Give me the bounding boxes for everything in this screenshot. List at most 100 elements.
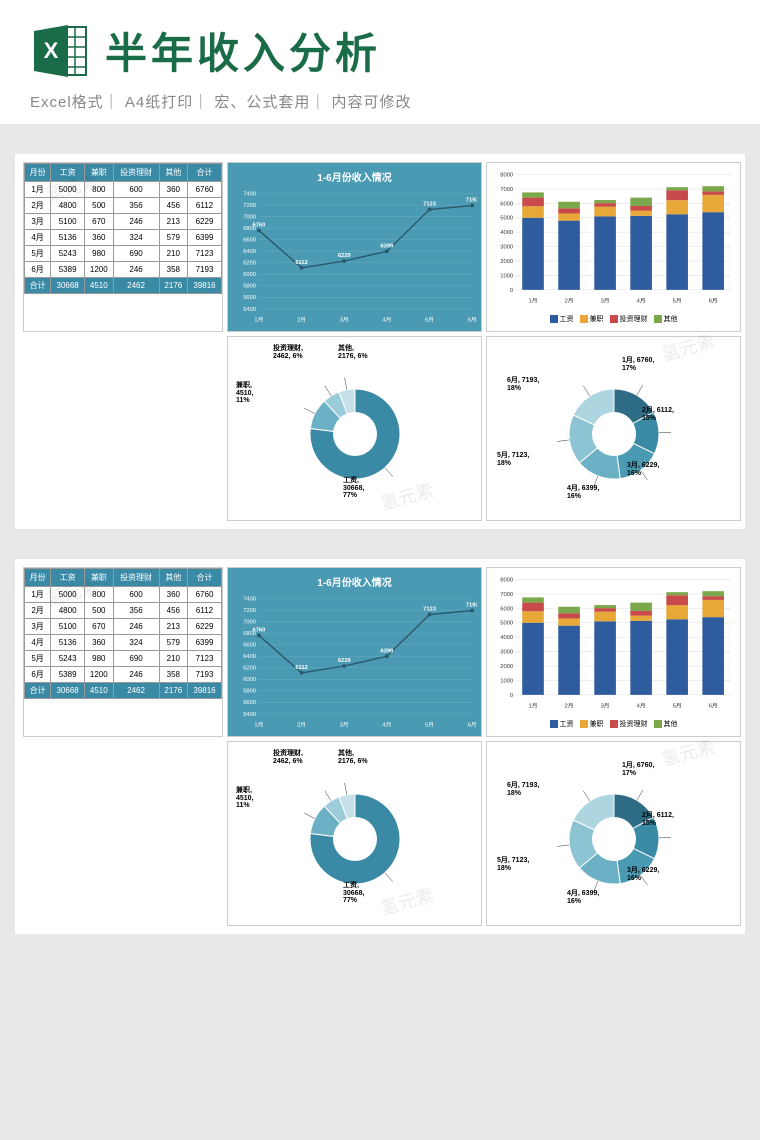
- svg-text:7000: 7000: [243, 620, 256, 626]
- svg-text:6229: 6229: [338, 658, 351, 664]
- svg-text:4000: 4000: [500, 635, 513, 641]
- svg-text:6229: 6229: [338, 253, 351, 259]
- svg-text:5800: 5800: [243, 689, 256, 695]
- donut-month: 1月, 6760, 17%2月, 6112, 15%3月, 6229, 16%4…: [486, 741, 741, 926]
- donut-category: 工资, 30668, 77%兼职, 4510, 11%投资理财, 2462, 6…: [227, 741, 482, 926]
- bar-chart-svg: 0100020003000400050006000700080001月2月3月4…: [491, 167, 736, 307]
- svg-text:7193: 7193: [466, 603, 477, 609]
- svg-text:6月: 6月: [709, 702, 718, 709]
- svg-text:3月: 3月: [601, 702, 610, 709]
- svg-text:0: 0: [510, 693, 513, 699]
- svg-text:6112: 6112: [295, 260, 307, 266]
- svg-text:5月: 5月: [673, 297, 682, 304]
- svg-text:7000: 7000: [243, 215, 256, 221]
- income-table: 月份工资兼职投资理财其他合计1月500080060036067602月48005…: [24, 163, 222, 294]
- svg-text:6112: 6112: [295, 665, 307, 671]
- svg-text:6000: 6000: [243, 677, 256, 683]
- svg-text:2000: 2000: [500, 664, 513, 670]
- donut-mon-svg: [524, 339, 704, 519]
- income-table: 月份工资兼职投资理财其他合计1月500080060036067602月48005…: [24, 568, 222, 699]
- svg-text:5600: 5600: [243, 700, 256, 706]
- donut-month: 1月, 6760, 17%2月, 6112, 15%3月, 6229, 16%4…: [486, 336, 741, 521]
- svg-text:1000: 1000: [500, 273, 513, 279]
- svg-text:4月: 4月: [637, 297, 646, 304]
- svg-text:5月: 5月: [425, 721, 434, 728]
- subtitle: Excel格式｜ A4纸打印｜ 宏、公式套用｜ 内容可修改: [30, 91, 730, 112]
- bar-chart: 0 1000 2000 3000 4000 5000 6000 7000 8000 1月 2月 3月 4…: [486, 567, 741, 737]
- svg-text:7200: 7200: [243, 608, 256, 614]
- svg-text:6月: 6月: [709, 297, 718, 304]
- donut-mon-svg: [524, 744, 704, 924]
- bar-legend: 工资兼职投资理财其他: [491, 719, 736, 729]
- svg-text:4月: 4月: [382, 721, 391, 728]
- svg-text:7193: 7193: [466, 198, 477, 204]
- svg-text:8000: 8000: [500, 577, 513, 583]
- svg-text:6399: 6399: [380, 243, 393, 249]
- svg-text:3月: 3月: [340, 316, 349, 323]
- svg-text:4000: 4000: [500, 230, 513, 236]
- svg-text:5月: 5月: [425, 316, 434, 323]
- svg-text:7123: 7123: [423, 202, 436, 208]
- svg-text:X: X: [44, 38, 59, 63]
- line-chart: 1-6月份收入情况 540056005800600062006400660068…: [227, 567, 482, 737]
- table-cell: 月份工资兼职投资理财其他合计1月500080060036067602月48005…: [23, 162, 223, 332]
- svg-text:6000: 6000: [500, 606, 513, 612]
- bar-chart: 0100020003000400050006000700080001月2月3月4…: [486, 162, 741, 332]
- svg-text:4月: 4月: [637, 702, 646, 709]
- svg-text:6月: 6月: [468, 721, 477, 728]
- bar-legend: 工资兼职投资理财其他: [491, 314, 736, 324]
- page-title: 半年收入分析: [105, 20, 381, 81]
- svg-text:6600: 6600: [243, 643, 256, 649]
- line-chart-svg: 5400560058006000620064006600680070007200…: [232, 591, 477, 731]
- svg-text:2月: 2月: [297, 721, 306, 728]
- svg-text:6760: 6760: [253, 628, 266, 634]
- svg-text:6399: 6399: [380, 648, 393, 654]
- svg-text:8000: 8000: [500, 172, 513, 178]
- svg-text:3000: 3000: [500, 650, 513, 656]
- svg-text:6200: 6200: [243, 666, 256, 672]
- svg-text:2月: 2月: [565, 702, 574, 709]
- excel-icon: X: [30, 21, 90, 81]
- svg-text:6000: 6000: [243, 272, 256, 278]
- svg-text:1月: 1月: [529, 702, 538, 709]
- svg-text:6600: 6600: [243, 238, 256, 244]
- dashboard-2: 月份工资兼职投资理财其他合计1月500080060036067602月48005…: [15, 559, 745, 934]
- svg-text:1月: 1月: [254, 721, 263, 728]
- svg-text:7123: 7123: [423, 607, 436, 613]
- svg-text:1000: 1000: [500, 678, 513, 684]
- svg-text:6月: 6月: [468, 316, 477, 323]
- svg-text:5月: 5月: [673, 702, 682, 709]
- line-chart: 1-6月份收入情况 540056005800600062006400660068…: [227, 162, 482, 332]
- svg-text:2月: 2月: [297, 316, 306, 323]
- svg-text:4月: 4月: [382, 316, 391, 323]
- svg-text:6760: 6760: [253, 223, 266, 229]
- svg-text:6400: 6400: [243, 654, 256, 660]
- svg-text:2000: 2000: [500, 259, 513, 265]
- bar-chart-svg: 0 1000 2000 3000 4000 5000 6000 7000 8000 1月 2月 3月 4…: [491, 572, 736, 712]
- svg-text:7400: 7400: [243, 191, 256, 197]
- svg-text:5400: 5400: [243, 307, 256, 313]
- svg-text:5800: 5800: [243, 284, 256, 290]
- dashboard-1: 月份工资兼职投资理财其他合计1月500080060036067602月48005…: [15, 154, 745, 529]
- svg-text:2月: 2月: [565, 297, 574, 304]
- svg-text:6000: 6000: [500, 201, 513, 207]
- header: X 半年收入分析 Excel格式｜ A4纸打印｜ 宏、公式套用｜ 内容可修改: [0, 0, 760, 124]
- svg-text:5000: 5000: [500, 621, 513, 627]
- svg-text:3000: 3000: [500, 245, 513, 251]
- svg-text:7000: 7000: [500, 592, 513, 598]
- donut-category: 工资, 30668, 77%兼职, 4510, 11%投资理财, 2462, 6…: [227, 336, 482, 521]
- svg-text:5600: 5600: [243, 295, 256, 301]
- svg-text:3月: 3月: [601, 297, 610, 304]
- table-cell: 月份工资兼职投资理财其他合计1月500080060036067602月48005…: [23, 567, 223, 737]
- svg-text:0: 0: [510, 288, 513, 294]
- svg-text:5400: 5400: [243, 712, 256, 718]
- svg-text:3月: 3月: [340, 721, 349, 728]
- page: X 半年收入分析 Excel格式｜ A4纸打印｜ 宏、公式套用｜ 内容可修改 月…: [0, 0, 760, 934]
- line-chart-svg: 5400560058006000620064006600680070007200…: [232, 186, 477, 326]
- svg-text:7000: 7000: [500, 187, 513, 193]
- svg-text:5000: 5000: [500, 216, 513, 222]
- svg-text:6200: 6200: [243, 261, 256, 267]
- svg-text:7200: 7200: [243, 203, 256, 209]
- svg-text:6400: 6400: [243, 249, 256, 255]
- svg-text:1月: 1月: [254, 316, 263, 323]
